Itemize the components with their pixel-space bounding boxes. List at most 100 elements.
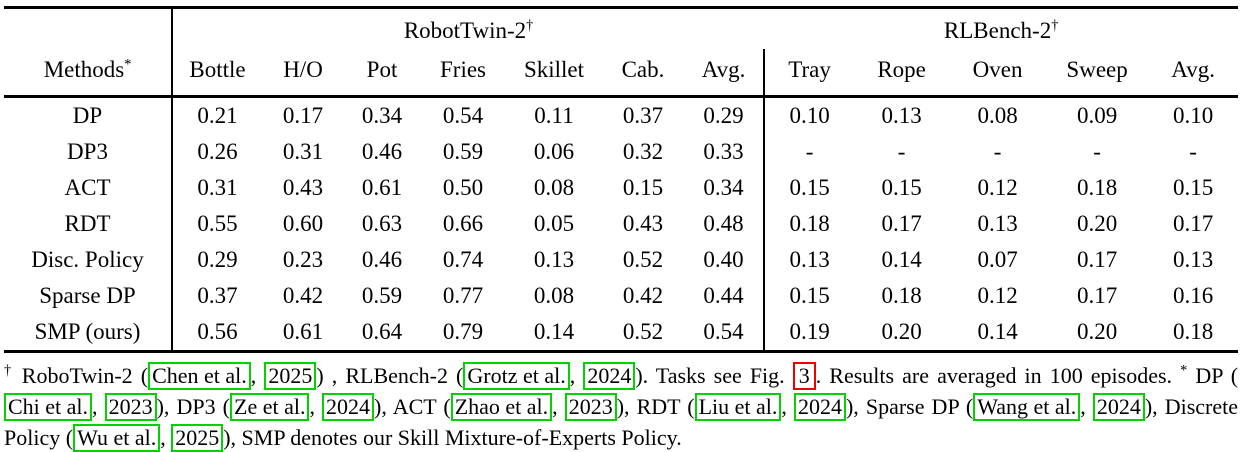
score-cell: 0.19 xyxy=(763,314,855,352)
score-cell: 0.13 xyxy=(977,211,1018,236)
citation-link-ze-et-al[interactable]: Ze et al. xyxy=(230,393,310,421)
col-header-avg-rt: Avg. xyxy=(701,57,746,82)
score-cell: 0.43 xyxy=(282,175,324,200)
score-cell: 0.20 xyxy=(1076,211,1118,236)
citation-link-2025[interactable]: 2025 xyxy=(264,362,317,390)
score-cell: 0.52 xyxy=(622,319,664,344)
table-body: DP 0.21 0.17 0.34 0.54 0.11 0.37 0.29 0.10 0.13 0.… xyxy=(4,96,1239,352)
table-row-disc-policy: Disc. Policy 0.29 0.23 0.46 0.74 0.13 0.52 0.40… xyxy=(4,242,1238,278)
score-cell: 0.23 xyxy=(282,247,324,272)
score-cell: 0.17 xyxy=(1076,283,1118,308)
method-label: DP3 xyxy=(4,134,173,170)
score-cell: 0.33 xyxy=(703,139,744,164)
score-cell: 0.26 xyxy=(197,139,238,164)
group-header-row: RobotTwin-2† RLBench-2† xyxy=(4,7,1238,49)
score-cell: 0.54 xyxy=(703,319,744,344)
score-cell: 0.14 xyxy=(977,319,1018,344)
score-cell: 0.32 xyxy=(622,139,664,164)
citation-link-chen-et-al[interactable]: Chen et al. xyxy=(148,362,251,390)
citation-link-2023[interactable]: 2023 xyxy=(104,393,157,421)
footnote-text: ), Sparse DP ( xyxy=(845,394,974,419)
table-row-act: ACT 0.31 0.43 0.61 0.50 0.08 0.15 0.34 0.15 0.15 0… xyxy=(4,170,1238,206)
score-cell: 0.43 xyxy=(622,211,664,236)
col-header-rope-rl: Rope xyxy=(877,57,926,82)
score-cell: 0.31 xyxy=(197,175,238,200)
footnote-marker: † xyxy=(4,362,14,379)
col-header-avg-rl: Avg. xyxy=(1171,57,1215,82)
citation-link-2025[interactable]: 2025 xyxy=(171,424,224,452)
citation-link-zhao-et-al[interactable]: Zhao et al. xyxy=(450,393,553,421)
score-cell: 0.79 xyxy=(442,319,484,344)
dagger-mark: * xyxy=(124,56,132,73)
score-cell: 0.63 xyxy=(361,211,403,236)
score-cell: 0.52 xyxy=(622,247,664,272)
score-cell: 0.06 xyxy=(533,139,575,164)
score-cell: 0.13 xyxy=(881,103,922,128)
footnote-text: ), DP3 ( xyxy=(156,394,230,419)
score-cell: 0.17 xyxy=(881,211,922,236)
score-cell: 0.48 xyxy=(703,211,744,236)
score-cell: 0.55 xyxy=(197,211,238,236)
score-cell: 0.56 xyxy=(197,319,238,344)
score-cell: 0.12 xyxy=(977,283,1018,308)
col-header-oven-rl: Oven xyxy=(972,57,1023,82)
figure-ref-link-3[interactable]: 3 xyxy=(792,362,816,390)
score-cell: 0.40 xyxy=(703,247,744,272)
score-cell: 0.42 xyxy=(282,283,324,308)
score-cell: 0.15 xyxy=(622,175,664,200)
col-header-methods: Methods* xyxy=(4,49,173,97)
score-cell: 0.37 xyxy=(622,103,664,128)
footnote-text: , xyxy=(552,394,565,419)
col-header-skillet-rt: Skillet xyxy=(523,57,585,82)
citation-link-liu-et-al[interactable]: Liu et al. xyxy=(694,393,782,421)
footnote-text: ) , RLBench-2 ( xyxy=(316,363,464,388)
citation-link-2024[interactable]: 2024 xyxy=(1092,393,1145,421)
footnote-text: RoboTwin-2 ( xyxy=(13,363,149,388)
score-cell: 0.17 xyxy=(282,103,324,128)
table-row-dp3: DP3 0.26 0.31 0.46 0.59 0.06 0.32 0.33- - - - - xyxy=(4,134,1238,170)
score-cell: 0.61 xyxy=(361,175,403,200)
footnote-text: ), ACT ( xyxy=(374,394,451,419)
dagger-mark: † xyxy=(1051,17,1059,34)
score-cell: 0.13 xyxy=(1173,247,1214,272)
score-cell: - xyxy=(763,134,855,170)
column-header-row: Methods* Bottle H/O Pot Fries Skillet Cab. Avg.… xyxy=(4,49,1239,97)
score-cell: 0.15 xyxy=(881,175,922,200)
score-cell: 0.29 xyxy=(703,103,744,128)
score-cell: 0.15 xyxy=(763,278,855,314)
score-cell: 0.15 xyxy=(763,170,855,206)
citation-link-2024[interactable]: 2024 xyxy=(583,362,636,390)
benchmark-group-header-rlbench-2: RLBench-2† xyxy=(943,17,1059,43)
score-cell: 0.18 xyxy=(1076,175,1118,200)
citation-link-2024[interactable]: 2024 xyxy=(322,393,375,421)
score-cell: 0.46 xyxy=(361,139,403,164)
method-label: ACT xyxy=(4,170,173,206)
footnote-text: , xyxy=(781,394,794,419)
citation-link-chi-et-al[interactable]: Chi et al. xyxy=(4,393,93,421)
citation-link-2023[interactable]: 2023 xyxy=(564,393,617,421)
citation-link-wang-et-al[interactable]: Wang et al. xyxy=(973,393,1081,421)
footnote-text: , xyxy=(160,425,172,450)
table-footnote: † RoboTwin-2 (Chen et al., 2025) , RLBen… xyxy=(4,360,1238,452)
results-table: RobotTwin-2† RLBench-2† Methods* Bottle H/O P… xyxy=(4,6,1239,353)
table-head: RobotTwin-2† RLBench-2† Methods* Bottle H/O P… xyxy=(4,7,1239,97)
score-cell: 0.17 xyxy=(1076,247,1118,272)
score-cell: 0.18 xyxy=(763,206,855,242)
score-cell: 0.34 xyxy=(361,103,403,128)
score-cell: 0.17 xyxy=(1173,211,1214,236)
score-cell: 0.21 xyxy=(197,103,238,128)
citation-link-grotz-et-al[interactable]: Grotz et al. xyxy=(463,362,570,390)
score-cell: 0.18 xyxy=(1173,319,1214,344)
score-cell: 0.20 xyxy=(881,319,922,344)
score-cell: 0.64 xyxy=(361,319,403,344)
citation-link-2024[interactable]: 2024 xyxy=(793,393,846,421)
score-cell: 0.14 xyxy=(881,247,922,272)
table-row-dp: DP 0.21 0.17 0.34 0.54 0.11 0.37 0.29 0.10 0.13 0.… xyxy=(4,96,1238,134)
col-header-tray-rl: Tray xyxy=(763,49,855,97)
score-cell: 0.59 xyxy=(361,283,403,308)
footnote-text: ). Tasks see Fig. xyxy=(635,363,793,388)
score-cell: 0.10 xyxy=(763,96,855,134)
footnote-text: , xyxy=(92,394,105,419)
citation-link-wu-et-al[interactable]: Wu et al. xyxy=(73,424,161,452)
